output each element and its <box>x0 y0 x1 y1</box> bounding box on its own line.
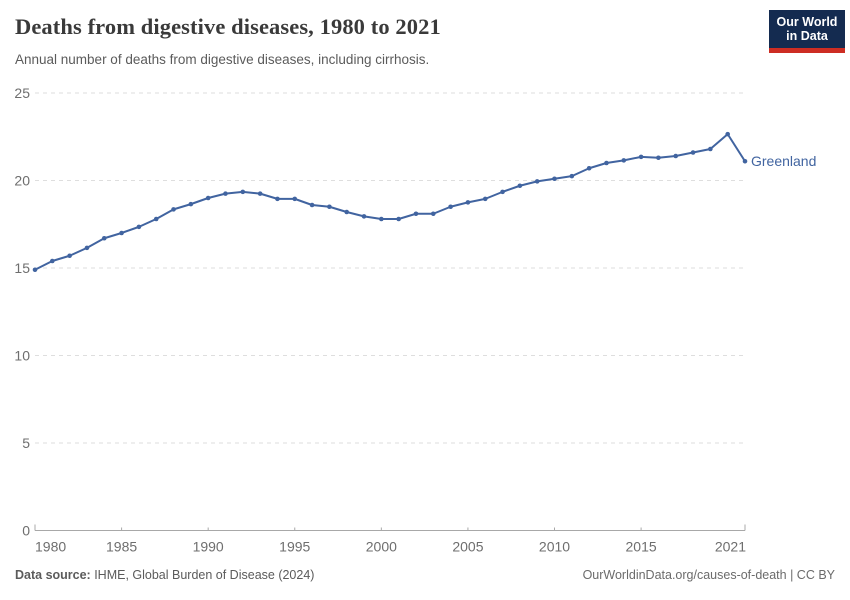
data-point-2008[interactable] <box>517 183 523 189</box>
data-point-2011[interactable] <box>569 173 575 179</box>
data-point-1987[interactable] <box>153 216 159 222</box>
x-axis-tick-label: 2015 <box>626 539 657 555</box>
data-point-2003[interactable] <box>430 211 436 217</box>
data-point-2012[interactable] <box>586 165 592 171</box>
data-point-1986[interactable] <box>136 224 142 230</box>
y-axis-tick-label: 5 <box>22 435 30 451</box>
owid-logo-red-bar <box>769 48 845 53</box>
chart-subtitle: Annual number of deaths from digestive d… <box>15 52 430 67</box>
data-point-1988[interactable] <box>171 207 176 212</box>
x-axis-tick-label: 1990 <box>193 539 224 555</box>
series-line-greenland[interactable] <box>34 133 746 271</box>
data-point-2013[interactable] <box>604 160 609 166</box>
data-point-2017[interactable] <box>673 153 679 159</box>
data-point-2000[interactable] <box>379 216 384 222</box>
data-point-1993[interactable] <box>257 191 263 196</box>
data-point-2016[interactable] <box>656 155 661 161</box>
data-point-1994[interactable] <box>275 196 280 202</box>
x-axis-tick-label: 1980 <box>35 539 66 555</box>
data-point-2010[interactable] <box>552 176 557 182</box>
data-point-2007[interactable] <box>500 189 505 195</box>
data-point-2002[interactable] <box>413 211 419 217</box>
data-point-1997[interactable] <box>327 204 332 210</box>
owid-logo[interactable]: Our World in Data <box>769 10 845 53</box>
owid-logo-line1: Our World <box>776 15 838 29</box>
data-point-1990[interactable] <box>205 195 211 201</box>
data-point-1999[interactable] <box>361 214 367 219</box>
owid-logo-line2: in Data <box>786 29 828 43</box>
data-point-1985[interactable] <box>119 230 124 236</box>
data-point-2006[interactable] <box>482 196 488 202</box>
data-point-2001[interactable] <box>396 216 401 222</box>
x-axis-tick-label: 1995 <box>279 539 310 555</box>
y-axis-tick-label: 15 <box>14 260 30 276</box>
data-point-1984[interactable] <box>101 235 107 241</box>
data-point-2019[interactable] <box>708 146 713 152</box>
data-point-1992[interactable] <box>240 189 246 195</box>
data-point-1980[interactable] <box>32 267 38 273</box>
data-point-1995[interactable] <box>292 196 298 202</box>
x-axis-tick-label: 2021 <box>715 539 746 555</box>
data-source-text: IHME, Global Burden of Disease (2024) <box>90 568 315 582</box>
y-axis-tick-label: 20 <box>14 172 30 188</box>
owid-logo-box: Our World in Data <box>769 10 845 48</box>
data-point-1991[interactable] <box>223 191 228 196</box>
data-point-1989[interactable] <box>188 201 194 207</box>
data-point-2009[interactable] <box>534 179 540 184</box>
data-point-2015[interactable] <box>638 154 644 160</box>
data-point-1983[interactable] <box>84 245 90 251</box>
y-axis-tick-label: 0 <box>22 522 30 538</box>
credit-link[interactable]: OurWorldinData.org/causes-of-death | CC … <box>582 568 835 582</box>
x-axis-tick-label: 2010 <box>539 539 570 555</box>
data-point-2020[interactable] <box>725 131 730 137</box>
y-axis-tick-label: 10 <box>14 347 30 363</box>
x-axis-tick-label: 2000 <box>366 539 397 555</box>
y-axis-tick-label: 25 <box>14 85 30 101</box>
chart-footer: Data source: IHME, Global Burden of Dise… <box>15 568 835 582</box>
data-point-2014[interactable] <box>621 158 627 163</box>
data-source-label: Data source: <box>15 568 91 582</box>
chart-title: Deaths from digestive diseases, 1980 to … <box>15 14 441 39</box>
data-point-2018[interactable] <box>690 150 696 155</box>
data-point-1998[interactable] <box>344 209 350 215</box>
data-point-2021[interactable] <box>742 158 748 164</box>
data-point-1981[interactable] <box>50 258 55 264</box>
x-axis-tick-label: 2005 <box>452 539 483 555</box>
data-source: Data source: IHME, Global Burden of Dise… <box>15 568 314 582</box>
series-end-label[interactable]: Greenland <box>751 153 816 169</box>
data-point-2004[interactable] <box>448 204 453 210</box>
data-point-1996[interactable] <box>309 202 315 208</box>
x-axis-tick-label: 1985 <box>106 539 137 555</box>
data-point-2005[interactable] <box>465 200 471 205</box>
data-point-1982[interactable] <box>67 253 72 259</box>
